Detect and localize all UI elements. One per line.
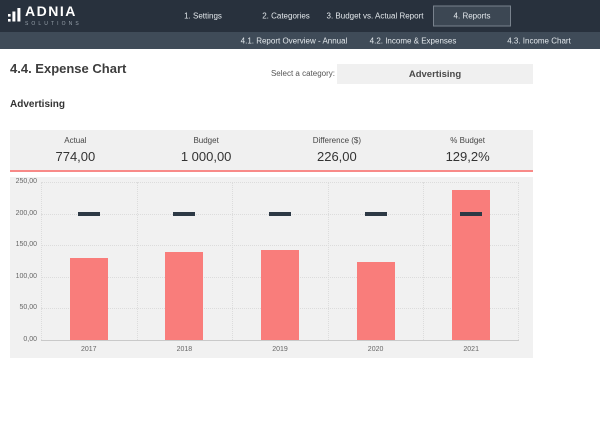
budget-marker-2018 [173,212,195,216]
gridline-h [41,245,519,246]
page-title: 4.4. Expense Chart [10,61,126,76]
gridline-v [518,182,519,340]
app-window: ADNIA SOLUTIONS 1. Settings 2. Categorie… [0,0,600,428]
chart-plot-area [41,182,519,341]
summary-pct-budget-value: 129,2% [402,149,533,164]
category-label: Select a category: [230,69,335,78]
budget-marker-2019 [269,212,291,216]
summary-actual: Actual 774,00 [10,130,141,170]
summary-pct-budget-label: % Budget [402,136,533,145]
nav-reports[interactable]: 4. Reports [433,6,511,27]
nav-report-overview-annual[interactable]: 4.1. Report Overview - Annual [241,36,348,45]
summary-difference-label: Difference ($) [272,136,403,145]
nav-budget-vs-actual-report[interactable]: 3. Budget vs. Actual Report [327,12,424,21]
x-axis-label-2018: 2018 [177,346,193,353]
nav-income-chart[interactable]: 4.3. Income Chart [507,36,571,45]
x-axis-label-2019: 2019 [272,346,288,353]
summary-bar: Actual 774,00 Budget 1 000,00 Difference… [10,130,533,172]
budget-marker-2021 [460,212,482,216]
summary-difference-value: 226,00 [272,149,403,164]
summary-actual-label: Actual [10,136,141,145]
bar-chart-logo-icon [8,8,21,23]
actual-bar-2020 [357,262,395,340]
actual-bar-2017 [70,258,108,340]
brand-name: ADNIA [25,4,82,19]
actual-bar-2019 [261,250,299,340]
nav-categories[interactable]: 2. Categories [262,12,310,21]
primary-navbar: ADNIA SOLUTIONS 1. Settings 2. Categorie… [0,0,600,32]
gridline-v [232,182,233,340]
y-axis-tick-label: 250,00 [11,178,37,185]
summary-difference: Difference ($) 226,00 [272,130,403,170]
summary-budget-value: 1 000,00 [141,149,272,164]
y-axis-tick-label: 200,00 [11,210,37,217]
x-axis-label-2017: 2017 [81,346,97,353]
chart-section-title: Advertising [10,99,65,110]
summary-budget-label: Budget [141,136,272,145]
x-axis-label-2020: 2020 [368,346,384,353]
budget-marker-2020 [365,212,387,216]
actual-bar-2018 [165,252,203,340]
nav-income-and-expenses[interactable]: 4.2. Income & Expenses [370,36,457,45]
y-axis-tick-label: 0,00 [11,336,37,343]
gridline-v [137,182,138,340]
nav-settings[interactable]: 1. Settings [184,12,222,21]
gridline-v [423,182,424,340]
summary-actual-value: 774,00 [10,149,141,164]
y-axis-tick-label: 50,00 [11,304,37,311]
summary-pct-budget: % Budget 129,2% [402,130,533,170]
gridline-h [41,182,519,183]
y-axis-tick-label: 150,00 [11,241,37,248]
gridline-v [328,182,329,340]
secondary-navbar: 4.1. Report Overview - Annual 4.2. Incom… [0,32,600,49]
summary-budget: Budget 1 000,00 [141,130,272,170]
x-axis-label-2021: 2021 [463,346,479,353]
brand-logo[interactable]: ADNIA SOLUTIONS [8,4,82,27]
brand-subtitle: SOLUTIONS [25,21,82,27]
y-axis-tick-label: 100,00 [11,273,37,280]
budget-marker-2017 [78,212,100,216]
expense-chart: 0,00 50,00 100,00 150,00 200,00 250,00 2017 201… [10,177,533,358]
gridline-v [41,182,42,340]
category-dropdown[interactable]: Advertising [337,64,533,84]
brand-text: ADNIA SOLUTIONS [25,4,82,27]
